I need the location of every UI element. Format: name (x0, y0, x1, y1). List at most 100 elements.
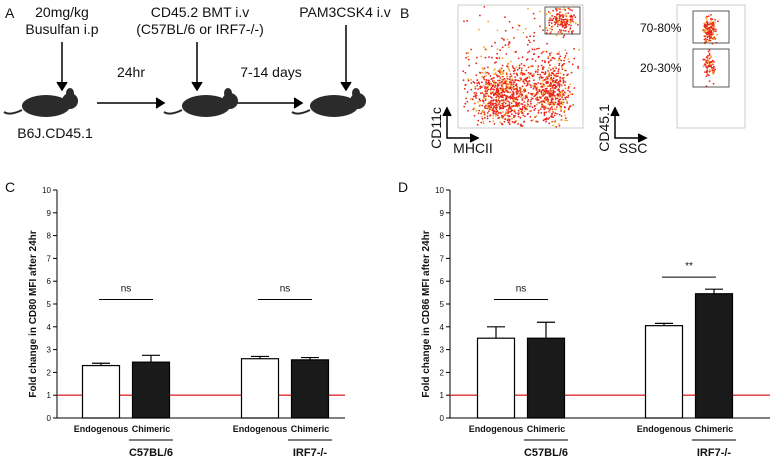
dot (545, 118, 548, 121)
dot (540, 95, 543, 98)
dot (496, 48, 499, 51)
dot (558, 51, 561, 53)
dot (548, 19, 551, 22)
step-text: (C57BL/6 or IRF7-/-) (136, 21, 264, 37)
dot (497, 90, 500, 93)
dot (526, 84, 529, 86)
dot (704, 30, 706, 33)
dot (487, 79, 490, 82)
dot (548, 117, 551, 119)
dot (475, 74, 478, 77)
dot (514, 112, 517, 114)
dot (532, 73, 535, 76)
dot (501, 91, 504, 93)
y-tick-label: 8 (47, 232, 52, 241)
dot (537, 82, 539, 84)
dot (522, 80, 525, 83)
dot (533, 17, 536, 20)
dot (492, 112, 495, 115)
dot (706, 30, 709, 32)
dot (506, 78, 509, 80)
dot (498, 116, 501, 119)
dot (563, 24, 566, 27)
dot (544, 105, 547, 108)
dot (529, 84, 532, 86)
dot (515, 50, 517, 53)
dot (545, 32, 548, 34)
dot (554, 80, 557, 82)
dot (467, 56, 469, 58)
dot (475, 62, 478, 65)
dot (551, 108, 554, 111)
dot (493, 99, 495, 101)
dot (558, 19, 561, 22)
dot (514, 105, 517, 107)
dot (558, 13, 561, 16)
dot (712, 27, 714, 30)
dot (506, 89, 508, 92)
dot (516, 103, 518, 106)
dot (526, 105, 529, 108)
step-text: CD45.2 BMT i.v (151, 4, 250, 20)
dot (547, 57, 550, 59)
dot (530, 85, 533, 87)
dot (555, 34, 558, 37)
dot (504, 80, 507, 83)
dot (548, 21, 551, 24)
dot (494, 114, 497, 117)
dot (708, 74, 710, 77)
dot (479, 14, 481, 17)
dot (558, 124, 561, 127)
dot (510, 89, 513, 91)
dot (565, 22, 568, 24)
dot (484, 116, 486, 119)
dot (545, 27, 548, 29)
dot (555, 19, 558, 22)
dot (571, 20, 574, 22)
dot (509, 76, 511, 78)
dot (562, 15, 565, 18)
dot (526, 82, 529, 85)
dot (573, 87, 576, 89)
dot (501, 75, 504, 78)
dot (706, 70, 708, 72)
dot (523, 64, 526, 67)
dot (486, 86, 489, 89)
dot (515, 88, 518, 90)
dot (496, 85, 499, 88)
dot (549, 109, 551, 111)
dot (563, 91, 566, 93)
dot (521, 74, 524, 76)
dot (516, 28, 519, 31)
dot (505, 100, 508, 102)
dot (494, 112, 496, 115)
dot (541, 82, 543, 85)
dot (550, 30, 552, 33)
dot (708, 62, 711, 64)
dot (549, 82, 552, 85)
dot (566, 19, 569, 21)
dot (497, 112, 500, 115)
dot (474, 85, 477, 88)
dot (511, 26, 514, 29)
dot (712, 31, 715, 33)
dot (534, 107, 537, 110)
dot (511, 93, 513, 96)
dot (516, 79, 519, 82)
dot (482, 68, 485, 71)
dot (706, 56, 709, 59)
dot (704, 34, 707, 37)
dot (545, 96, 547, 98)
dot (511, 78, 513, 80)
dot (518, 25, 521, 27)
dot (531, 97, 534, 100)
dot (562, 89, 564, 92)
y-tick-label: 3 (440, 346, 445, 355)
dot (565, 52, 568, 55)
panel-letter: D (398, 179, 408, 195)
dot (482, 96, 485, 99)
dot (474, 94, 477, 96)
dot (565, 12, 567, 15)
dot (470, 88, 473, 91)
dot (558, 98, 561, 101)
